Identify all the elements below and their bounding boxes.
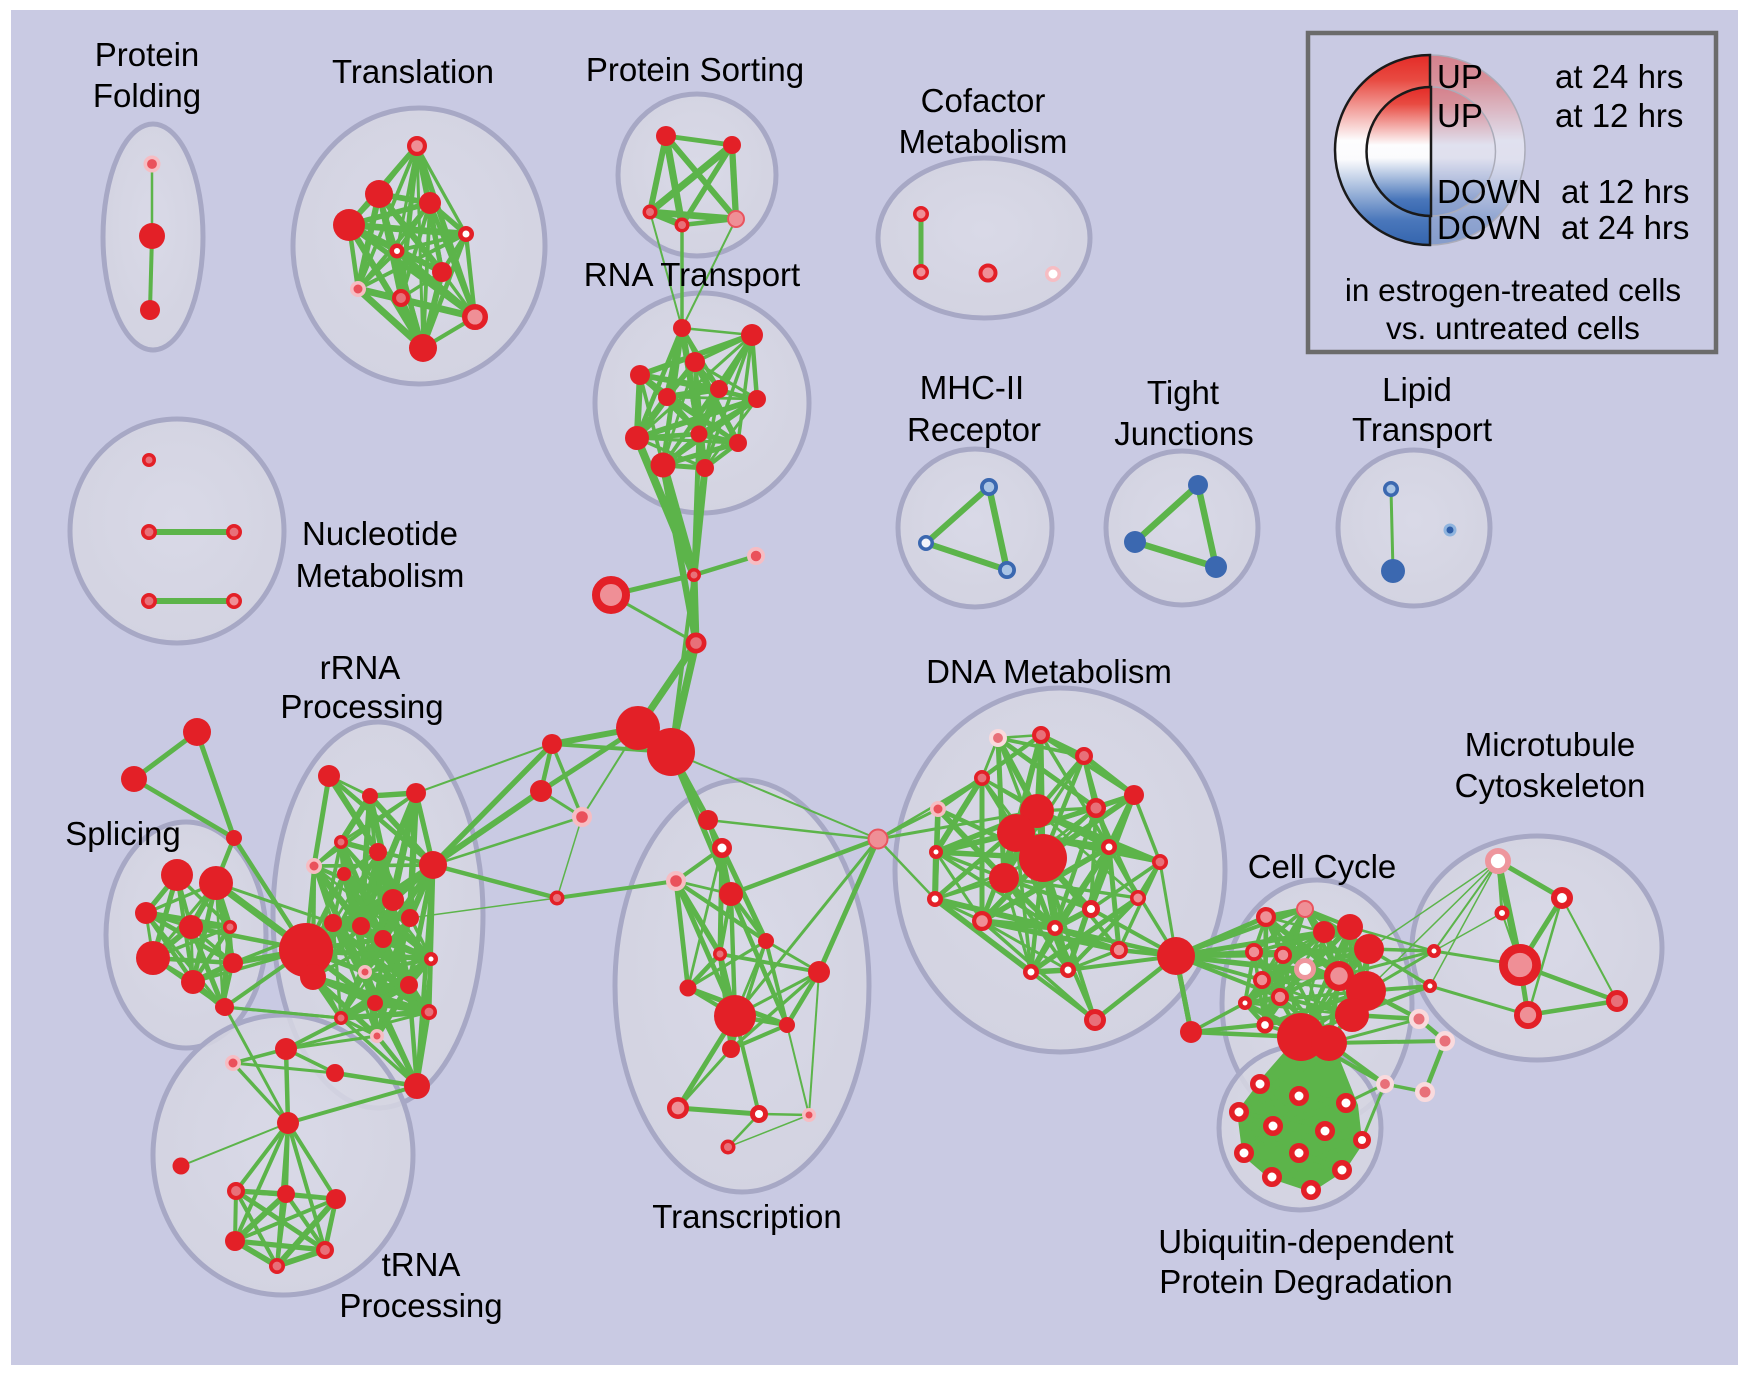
svg-text:DNA Metabolism: DNA Metabolism — [926, 653, 1172, 690]
svg-text:Processing: Processing — [339, 1287, 502, 1324]
svg-text:at 12 hrs: at 12 hrs — [1561, 173, 1689, 210]
svg-text:Ubiquitin-dependent: Ubiquitin-dependent — [1158, 1223, 1453, 1260]
svg-text:rRNA: rRNA — [320, 649, 401, 686]
svg-text:Translation: Translation — [332, 53, 494, 90]
svg-text:RNA Transport: RNA Transport — [584, 256, 800, 293]
svg-text:Microtubule: Microtubule — [1465, 726, 1636, 763]
svg-text:Metabolism: Metabolism — [899, 123, 1068, 160]
svg-text:Protein: Protein — [95, 36, 200, 73]
svg-text:Tight: Tight — [1147, 374, 1219, 411]
svg-text:Protein Degradation: Protein Degradation — [1159, 1263, 1453, 1300]
svg-text:in estrogen-treated cells: in estrogen-treated cells — [1345, 272, 1681, 308]
svg-text:Splicing: Splicing — [65, 815, 181, 852]
svg-text:Folding: Folding — [93, 77, 201, 114]
svg-text:Junctions: Junctions — [1114, 415, 1253, 452]
svg-text:UP: UP — [1437, 97, 1483, 134]
svg-text:at 12 hrs: at 12 hrs — [1555, 97, 1683, 134]
svg-text:Lipid: Lipid — [1382, 371, 1452, 408]
svg-text:at 24 hrs: at 24 hrs — [1561, 209, 1689, 246]
svg-text:at 24 hrs: at 24 hrs — [1555, 58, 1683, 95]
svg-text:Metabolism: Metabolism — [296, 557, 465, 594]
svg-text:Nucleotide: Nucleotide — [302, 515, 458, 552]
svg-text:Processing: Processing — [280, 688, 443, 725]
svg-text:Cell Cycle: Cell Cycle — [1248, 848, 1397, 885]
svg-text:Transcription: Transcription — [652, 1198, 842, 1235]
svg-text:MHC-II: MHC-II — [920, 369, 1024, 406]
svg-text:Receptor: Receptor — [907, 411, 1041, 448]
svg-text:Cofactor: Cofactor — [921, 82, 1046, 119]
svg-text:vs. untreated cells: vs. untreated cells — [1386, 310, 1640, 346]
svg-text:DOWN: DOWN — [1437, 209, 1541, 246]
svg-text:tRNA: tRNA — [382, 1246, 461, 1283]
svg-text:Transport: Transport — [1352, 411, 1492, 448]
svg-text:UP: UP — [1437, 58, 1483, 95]
svg-text:Cytoskeleton: Cytoskeleton — [1455, 767, 1646, 804]
svg-text:Protein Sorting: Protein Sorting — [586, 51, 804, 88]
svg-text:DOWN: DOWN — [1437, 173, 1541, 210]
